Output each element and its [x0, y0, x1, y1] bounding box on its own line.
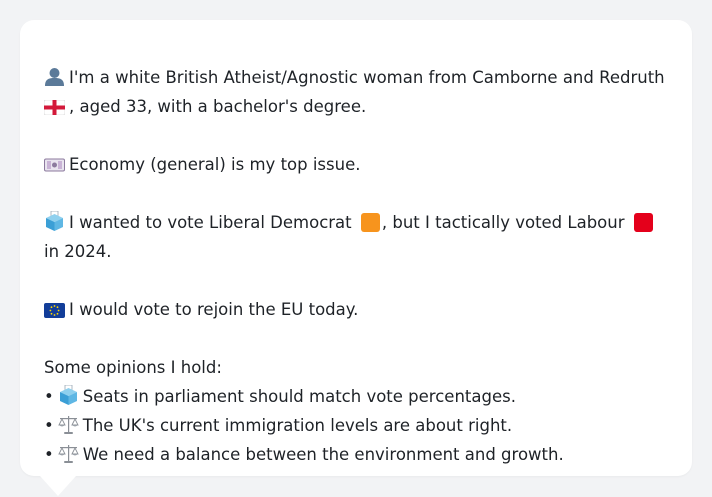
bullet-dot: •: [44, 445, 54, 464]
eu-text: I would vote to rejoin the EU today.: [69, 300, 359, 319]
profile-paragraph: I'm a white British Atheist/Agnostic wom…: [43, 63, 668, 121]
speech-bubble-pointer: [40, 476, 76, 496]
vote-text-1: I wanted to vote Liberal Democrat: [69, 213, 352, 232]
issue-text: Economy (general) is my top issue.: [69, 155, 361, 174]
profile-text-1: I'm a white British Atheist/Agnostic wom…: [69, 68, 665, 87]
vote-text-3: in 2024.: [44, 242, 112, 261]
list-item: • Seats in parliament should match vote …: [44, 382, 668, 411]
balance-scale-icon: [58, 443, 79, 463]
ballot-box-icon: [44, 210, 65, 231]
opinion-text: The UK's current immigration levels are …: [82, 416, 513, 435]
bullet-dot: •: [44, 416, 54, 435]
ballot-box-icon: [58, 384, 79, 405]
england-flag-icon: [43, 95, 66, 116]
list-item: • The UK's current immigration levels ar…: [44, 411, 668, 440]
list-item: • We need a balance between the environm…: [44, 440, 668, 469]
labour-red-square-icon: [633, 213, 653, 232]
bullet-dot: •: [44, 387, 54, 406]
lib-dem-orange-square-icon: [360, 213, 380, 232]
profile-text-2: , aged 33, with a bachelor's degree.: [69, 97, 367, 116]
balance-scale-icon: [58, 414, 79, 434]
eu-flag-icon: [44, 298, 65, 318]
money-with-wings-icon: [44, 153, 65, 172]
person-silhouette-icon: [44, 66, 65, 86]
persona-card: I'm a white British Atheist/Agnostic wom…: [20, 20, 692, 476]
opinions-section: Some opinions I hold: • Seats in parliam…: [44, 353, 668, 469]
opinions-heading: Some opinions I hold:: [44, 358, 222, 377]
vote-text-2: , but I tactically voted Labour: [381, 213, 625, 232]
opinion-text: We need a balance between the environmen…: [82, 445, 564, 464]
vote-paragraph: I wanted to vote Liberal Democrat , but …: [44, 208, 668, 266]
opinion-text: Seats in parliament should match vote pe…: [82, 387, 516, 406]
eu-paragraph: I would vote to rejoin the EU today.: [44, 295, 668, 324]
issue-paragraph: Economy (general) is my top issue.: [44, 150, 668, 179]
